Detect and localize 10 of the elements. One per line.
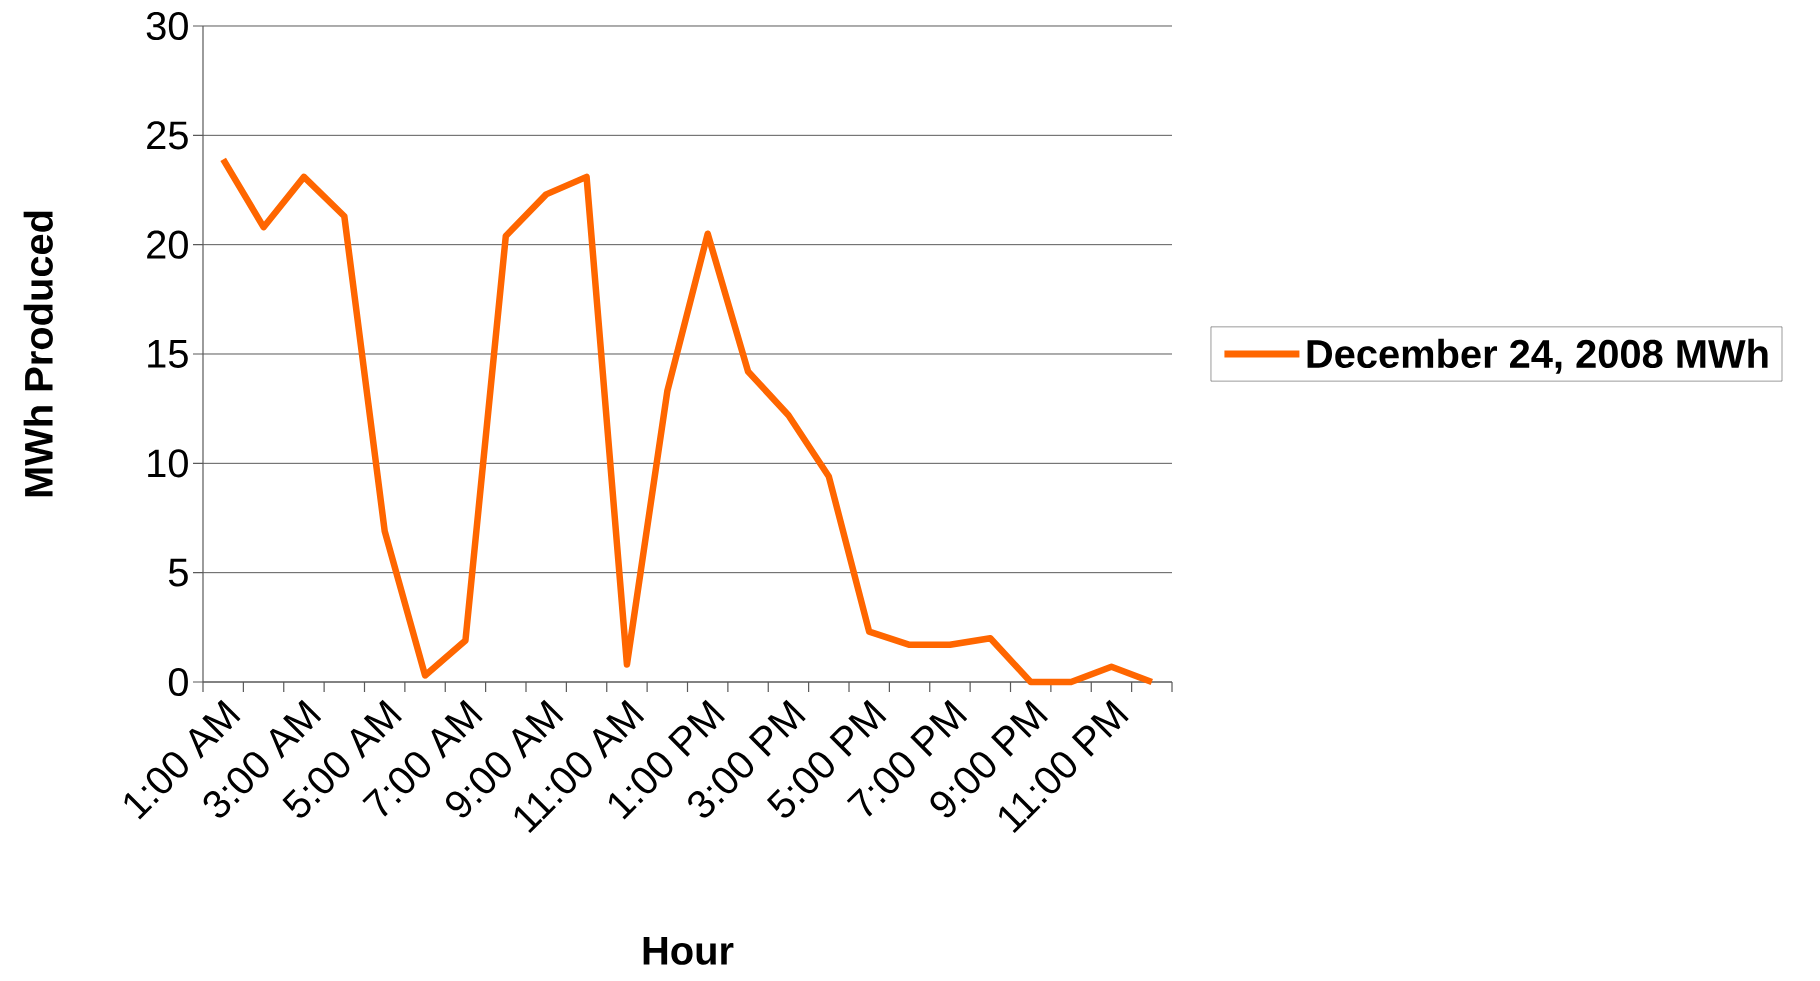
x-axis-title: Hour bbox=[643, 937, 734, 965]
y-tick-label: 25 bbox=[147, 121, 188, 150]
y-tick-label: 0 bbox=[168, 667, 188, 697]
y-tick-label: 15 bbox=[148, 340, 188, 368]
y-axis-title: MWh Produced bbox=[23, 211, 53, 497]
y-tick-label: 5 bbox=[168, 558, 188, 587]
y-tick-label: 10 bbox=[148, 449, 188, 478]
y-tick-label: 30 bbox=[146, 11, 188, 41]
y-tick-label: 20 bbox=[147, 230, 188, 259]
legend-label: December 24, 2008 MWh bbox=[1307, 338, 1768, 374]
